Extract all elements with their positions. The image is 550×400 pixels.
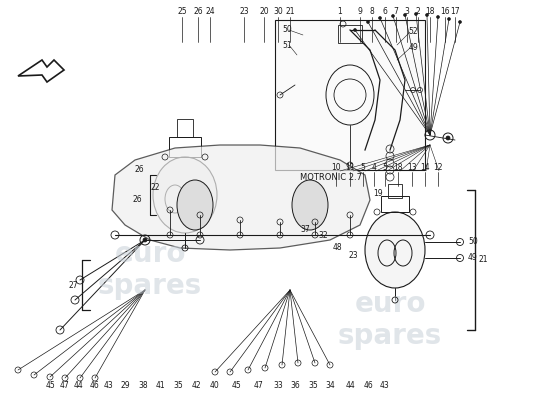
Text: 5: 5 — [361, 164, 365, 172]
Text: 22: 22 — [150, 182, 159, 192]
Text: 23: 23 — [239, 8, 249, 16]
Text: 45: 45 — [45, 380, 55, 390]
Text: 6: 6 — [383, 8, 387, 16]
Text: 23: 23 — [348, 250, 358, 260]
Text: 52: 52 — [408, 28, 418, 36]
Text: 26: 26 — [134, 166, 144, 174]
Text: 1: 1 — [338, 8, 342, 16]
Text: 47: 47 — [59, 380, 69, 390]
Circle shape — [426, 14, 428, 16]
Text: 21: 21 — [285, 8, 295, 16]
Circle shape — [366, 20, 370, 24]
Bar — [169, 137, 201, 157]
Circle shape — [437, 16, 439, 18]
Text: 9: 9 — [358, 8, 362, 16]
Circle shape — [378, 16, 382, 20]
Text: 14: 14 — [420, 164, 430, 172]
Text: 18: 18 — [393, 164, 403, 172]
Circle shape — [446, 136, 450, 140]
Text: 50: 50 — [468, 238, 478, 246]
Text: 37: 37 — [300, 226, 310, 234]
Text: 21: 21 — [478, 256, 488, 264]
Circle shape — [392, 14, 394, 18]
Bar — [275, 20, 425, 170]
Text: 35: 35 — [173, 380, 183, 390]
Text: 36: 36 — [290, 380, 300, 390]
Circle shape — [404, 14, 406, 16]
Circle shape — [143, 238, 147, 242]
Text: 8: 8 — [370, 8, 375, 16]
Text: 38: 38 — [138, 380, 148, 390]
Bar — [388, 184, 402, 198]
Text: 5: 5 — [383, 164, 387, 172]
Text: 43: 43 — [380, 380, 390, 390]
Text: 33: 33 — [273, 380, 283, 390]
Text: 34: 34 — [325, 380, 335, 390]
Text: 19: 19 — [373, 190, 383, 198]
Text: 20: 20 — [259, 8, 269, 16]
Text: 41: 41 — [155, 380, 165, 390]
Text: euro
spares: euro spares — [98, 240, 202, 300]
Text: 7: 7 — [394, 8, 398, 16]
Bar — [177, 119, 193, 137]
Bar — [381, 196, 409, 212]
Text: 48: 48 — [332, 244, 342, 252]
Text: 46: 46 — [89, 380, 99, 390]
Text: 30: 30 — [273, 8, 283, 16]
Text: 32: 32 — [318, 232, 328, 240]
Text: 35: 35 — [308, 380, 318, 390]
Text: 26: 26 — [132, 196, 142, 204]
Circle shape — [448, 18, 450, 20]
Text: 12: 12 — [433, 164, 443, 172]
Text: 26: 26 — [193, 8, 203, 16]
Ellipse shape — [153, 157, 217, 233]
Text: 4: 4 — [372, 164, 376, 172]
Text: 13: 13 — [407, 164, 417, 172]
Text: 27: 27 — [68, 280, 78, 290]
Text: 42: 42 — [191, 380, 201, 390]
Polygon shape — [18, 60, 64, 82]
Circle shape — [354, 28, 356, 32]
Text: 40: 40 — [210, 380, 220, 390]
Text: 29: 29 — [120, 380, 130, 390]
Text: 24: 24 — [205, 8, 215, 16]
Text: 45: 45 — [232, 380, 242, 390]
Text: 49: 49 — [468, 254, 478, 262]
Circle shape — [459, 20, 461, 24]
Text: 43: 43 — [103, 380, 113, 390]
Text: 3: 3 — [405, 8, 409, 16]
Ellipse shape — [365, 212, 425, 288]
Text: MOTRONIC 2.7: MOTRONIC 2.7 — [300, 174, 362, 182]
Bar — [338, 25, 362, 43]
Text: 16: 16 — [440, 8, 450, 16]
Text: 18: 18 — [425, 8, 435, 16]
Text: 25: 25 — [177, 8, 187, 16]
Ellipse shape — [177, 180, 213, 230]
Ellipse shape — [292, 180, 328, 230]
Text: 44: 44 — [74, 380, 84, 390]
Text: 46: 46 — [364, 380, 374, 390]
Text: 47: 47 — [253, 380, 263, 390]
Circle shape — [415, 12, 417, 16]
Text: 51: 51 — [282, 40, 292, 50]
Text: 11: 11 — [345, 164, 355, 172]
Text: 49: 49 — [408, 44, 418, 52]
Text: euro
spares: euro spares — [338, 290, 442, 350]
Text: 17: 17 — [450, 8, 460, 16]
Text: 50: 50 — [282, 26, 292, 34]
Text: 10: 10 — [331, 164, 341, 172]
Text: 44: 44 — [345, 380, 355, 390]
Polygon shape — [112, 145, 370, 250]
Text: 2: 2 — [416, 8, 420, 16]
